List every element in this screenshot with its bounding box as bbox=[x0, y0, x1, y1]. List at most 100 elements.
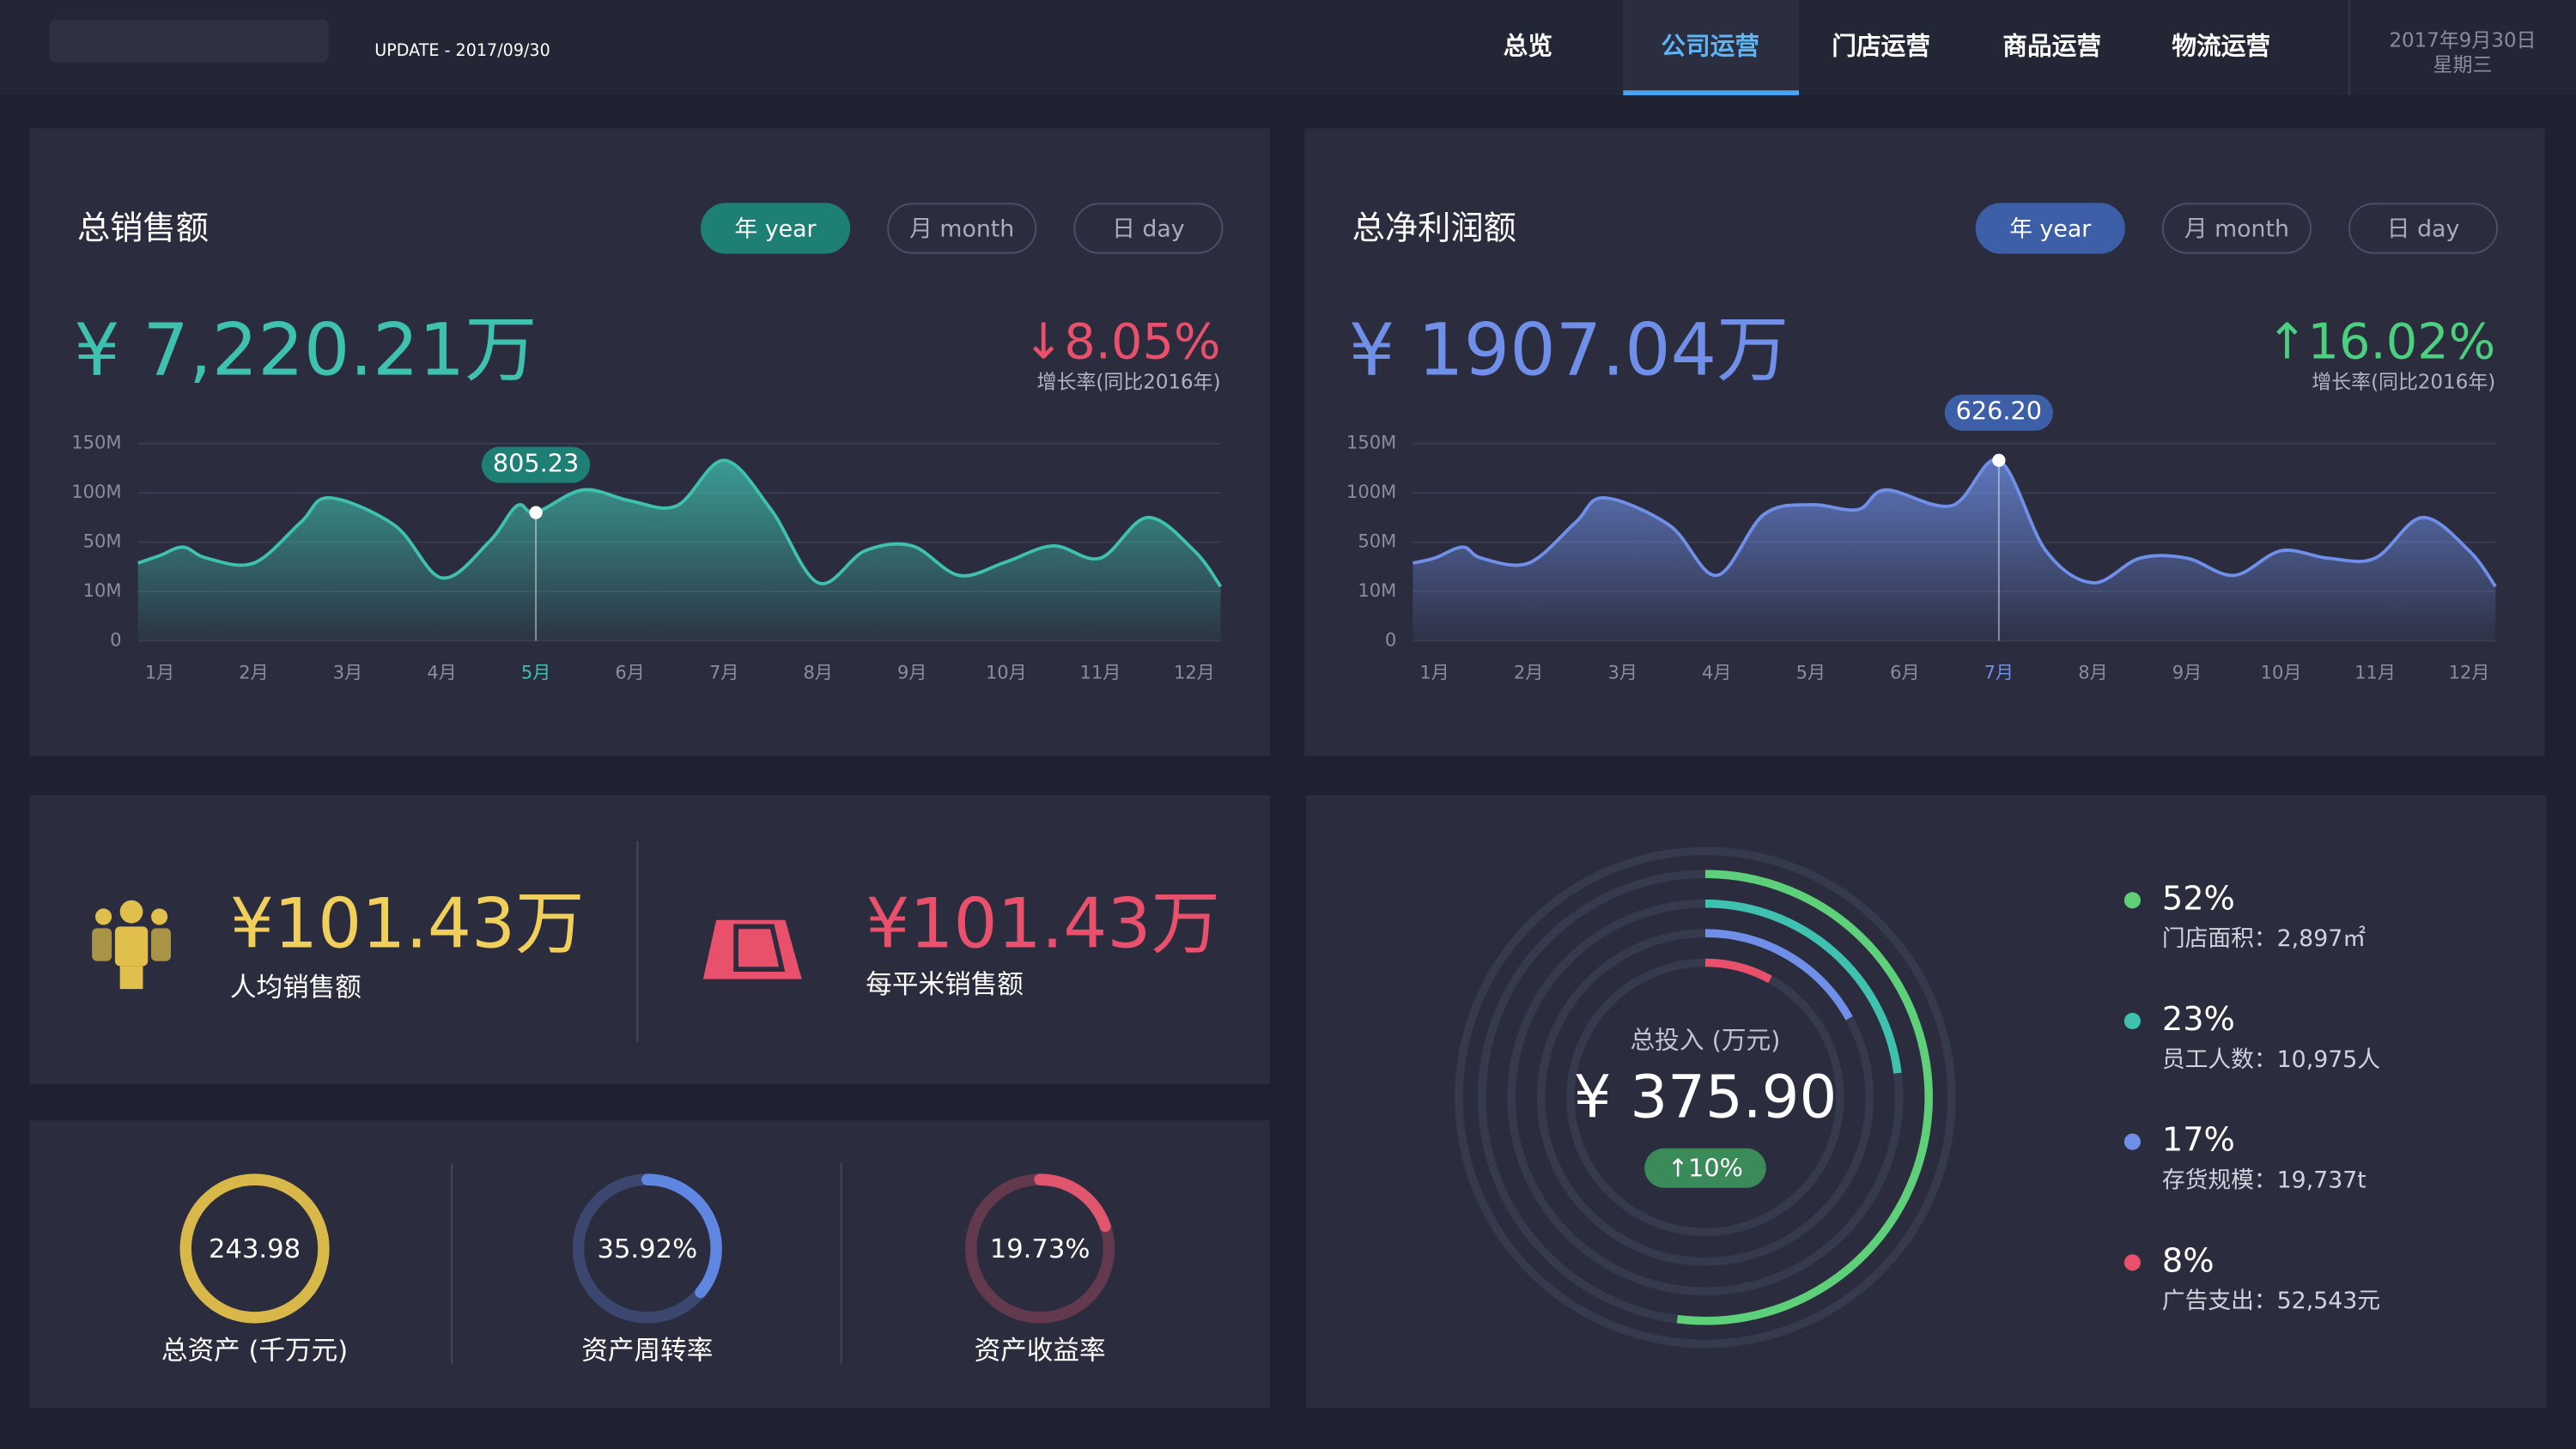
x-tick-label: 1月 bbox=[1419, 662, 1449, 683]
gauge-label: 资产收益率 bbox=[975, 1337, 1106, 1367]
toggle-button[interactable] bbox=[701, 203, 851, 254]
panel bbox=[29, 1120, 1270, 1409]
toggle-button[interactable] bbox=[2348, 203, 2499, 254]
legend-label: 员工人数：10,975人 bbox=[2162, 1046, 2380, 1073]
x-tick-label: 1月 bbox=[145, 662, 174, 683]
x-tick-label: 12月 bbox=[1174, 662, 1215, 683]
kpi-value: ¥101.43万 bbox=[230, 882, 585, 963]
x-tick-label: 2月 bbox=[239, 662, 268, 683]
x-tick-label: 2月 bbox=[1514, 662, 1543, 683]
gauge-arc bbox=[1034, 1173, 1111, 1233]
panel bbox=[1304, 128, 2545, 756]
kpi-value: ¥101.43万 bbox=[866, 882, 1220, 963]
active-underline bbox=[1623, 90, 1800, 96]
ring-change: ↑10% bbox=[1668, 1154, 1743, 1183]
toggle-label[interactable]: 年 year bbox=[2009, 215, 2091, 242]
legend-label: 广告支出：52,543元 bbox=[2162, 1288, 2380, 1314]
toggle-label[interactable]: 月 month bbox=[2184, 215, 2289, 242]
x-tick-label: 6月 bbox=[1890, 662, 1919, 683]
change-value: ↑16.02% bbox=[2266, 313, 2495, 371]
toggle-button[interactable] bbox=[887, 203, 1037, 254]
x-tick-label: 3月 bbox=[1607, 662, 1637, 683]
toggle-label[interactable]: 日 day bbox=[1112, 215, 1185, 242]
people-icon bbox=[92, 900, 171, 990]
gauge-arc bbox=[641, 1173, 722, 1299]
change-pill bbox=[1644, 1148, 1766, 1188]
floor-icon bbox=[702, 919, 802, 979]
nav-item[interactable]: 物流运营 bbox=[2172, 31, 2270, 60]
x-tick-label: 10月 bbox=[2261, 662, 2302, 683]
kpi-label: 每平米销售额 bbox=[866, 970, 1024, 1000]
ring-arc bbox=[1704, 958, 1772, 984]
toggle-label[interactable]: 月 month bbox=[909, 215, 1014, 242]
active-tab bbox=[1623, 0, 1800, 96]
gauge-label: 资产周转率 bbox=[581, 1337, 713, 1367]
legend-value: 17% bbox=[2162, 1121, 2235, 1160]
x-tick-label: 6月 bbox=[615, 662, 644, 683]
change-label: 增长率(同比2016年) bbox=[2312, 371, 2495, 393]
legend-value: 23% bbox=[2162, 1000, 2235, 1039]
gauge-value: 35.92% bbox=[597, 1234, 697, 1264]
legend-dot bbox=[2123, 892, 2141, 909]
y-tick-label: 10M bbox=[83, 579, 122, 601]
ring-arc bbox=[1704, 899, 1902, 1074]
nav-item[interactable]: 总览 bbox=[1504, 31, 1552, 60]
legend-dot bbox=[2123, 1012, 2141, 1030]
y-tick-label: 50M bbox=[83, 530, 122, 552]
line bbox=[137, 458, 1223, 588]
legend-dot bbox=[2123, 1133, 2141, 1150]
total-value: ¥ 7,220.21万 bbox=[74, 307, 537, 391]
x-tick-label: 4月 bbox=[427, 662, 456, 683]
panel bbox=[29, 128, 1270, 756]
total-value: ¥ 1907.04万 bbox=[1349, 307, 1789, 391]
x-tick-label: 7月 bbox=[709, 662, 738, 683]
y-tick-label: 100M bbox=[1346, 481, 1396, 502]
panel bbox=[29, 795, 1270, 1085]
toggle-label[interactable]: 日 day bbox=[2387, 215, 2460, 242]
chart-title: 总净利润额 bbox=[1352, 209, 1516, 247]
legend-label: 门店面积：2,897㎡ bbox=[2162, 925, 2366, 952]
annotation-dot bbox=[529, 506, 543, 519]
ring-arc bbox=[1704, 929, 1853, 1021]
x-tick-label: 3月 bbox=[333, 662, 362, 683]
x-tick-label: 7月 bbox=[1984, 662, 2014, 683]
area bbox=[1413, 459, 2496, 641]
nav-item[interactable]: 门店运营 bbox=[1832, 31, 1930, 60]
gauge-label: 总资产 (千万元) bbox=[161, 1337, 348, 1367]
y-tick-label: 10M bbox=[1358, 579, 1396, 601]
x-tick-label: 11月 bbox=[2354, 662, 2396, 683]
y-tick-label: 0 bbox=[1385, 628, 1396, 650]
line bbox=[1412, 458, 2497, 588]
x-tick-label: 9月 bbox=[2172, 662, 2202, 683]
gauge-arc bbox=[179, 1173, 330, 1324]
weekday: 星期三 bbox=[2433, 54, 2493, 76]
toggle-button[interactable] bbox=[2161, 203, 2312, 254]
toggle-button[interactable] bbox=[1073, 203, 1224, 254]
nav-item[interactable]: 商品运营 bbox=[2002, 31, 2101, 60]
ring-title: 总投入 (万元) bbox=[1631, 1025, 1781, 1054]
date: 2017年9月30日 bbox=[2389, 29, 2536, 52]
area bbox=[137, 460, 1221, 641]
x-tick-label: 8月 bbox=[2078, 662, 2107, 683]
kpi-label: 人均销售额 bbox=[230, 973, 361, 1003]
x-tick-label: 5月 bbox=[1796, 662, 1826, 683]
y-tick-label: 100M bbox=[71, 481, 121, 502]
x-tick-label: 8月 bbox=[804, 662, 833, 683]
header-bar bbox=[0, 0, 2576, 96]
x-tick-label: 5月 bbox=[521, 662, 550, 683]
nav-item[interactable]: 公司运营 bbox=[1661, 31, 1759, 60]
legend-dot bbox=[2123, 1254, 2141, 1271]
toggle-label[interactable]: 年 year bbox=[735, 215, 817, 242]
change-value: ↓8.05% bbox=[1023, 313, 1220, 371]
annotation-label: 805.23 bbox=[493, 449, 579, 478]
chart-title: 总销售额 bbox=[77, 209, 209, 247]
x-tick-label: 12月 bbox=[2449, 662, 2490, 683]
toggle-button[interactable] bbox=[1975, 203, 2125, 254]
x-tick-label: 10月 bbox=[986, 662, 1027, 683]
annotation-label: 626.20 bbox=[1956, 397, 2042, 426]
y-tick-label: 150M bbox=[71, 432, 121, 453]
logo bbox=[49, 19, 329, 63]
annotation-dot bbox=[1992, 453, 2006, 467]
update-text: UPDATE - 2017/09/30 bbox=[374, 40, 550, 60]
